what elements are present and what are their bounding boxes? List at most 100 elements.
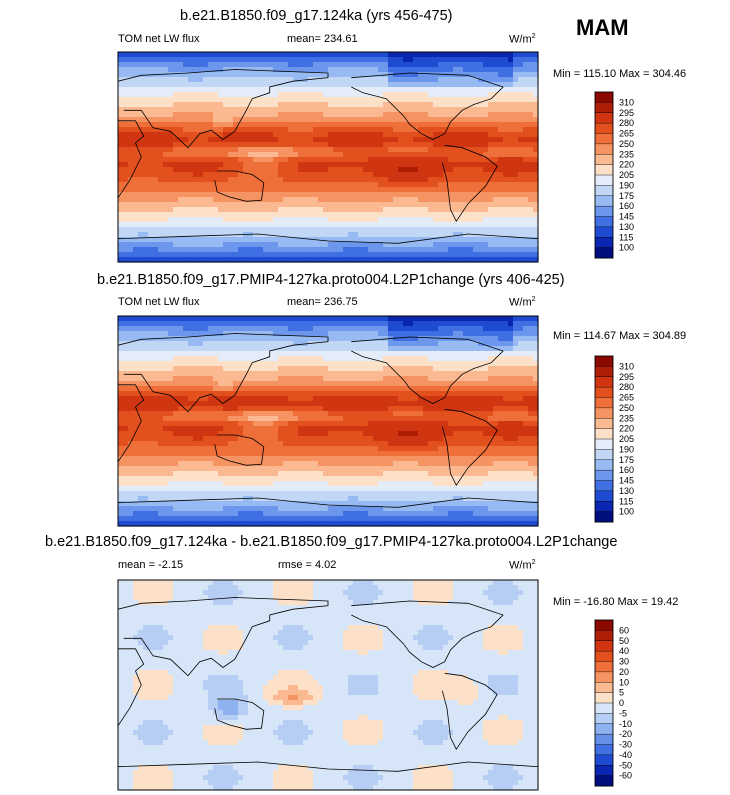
map-cell	[298, 132, 304, 138]
map-cell	[438, 112, 444, 118]
map-cell	[273, 87, 279, 93]
map-cell	[343, 172, 349, 178]
map-cell	[338, 57, 344, 63]
map-cell	[483, 366, 489, 372]
map-cell	[273, 252, 279, 258]
map-cell	[523, 331, 529, 337]
map-cell	[303, 92, 309, 98]
map-cell	[123, 202, 129, 208]
map-cell	[288, 321, 294, 327]
map-cell	[298, 62, 304, 68]
map-cell	[193, 187, 199, 193]
map-cell	[323, 157, 329, 163]
map-cell	[533, 356, 539, 362]
map-cell	[383, 257, 389, 263]
map-cell	[368, 117, 374, 123]
map-cell	[493, 142, 499, 148]
map-cell	[333, 396, 339, 402]
map-cell	[468, 132, 474, 138]
map-cell	[418, 217, 424, 223]
map-cell	[288, 376, 294, 382]
map-cell	[288, 316, 294, 322]
map-cell	[413, 316, 419, 322]
map-cell	[453, 167, 459, 173]
map-cell	[403, 376, 409, 382]
map-cell	[123, 381, 129, 387]
map-cell	[378, 371, 384, 377]
map-cell	[473, 371, 479, 377]
map-cell	[398, 157, 404, 163]
map-cell	[158, 82, 164, 88]
map-cell	[143, 167, 149, 173]
map-cell	[118, 152, 124, 158]
map-cell	[453, 386, 459, 392]
map-cell	[288, 142, 294, 148]
map-cell	[203, 252, 209, 258]
map-cell	[163, 152, 169, 158]
map-cell	[158, 62, 164, 68]
map-cell	[348, 222, 354, 228]
map-cell	[328, 57, 334, 63]
map-cell	[143, 252, 149, 258]
map-cell	[273, 356, 279, 362]
map-cell	[388, 92, 394, 98]
map-cell	[258, 147, 264, 153]
map-cell	[423, 227, 429, 233]
map-cell	[408, 237, 414, 243]
map-cell	[318, 92, 324, 98]
map-cell	[348, 207, 354, 213]
map-cell	[283, 97, 289, 103]
map-cell	[228, 157, 234, 163]
map-cell	[358, 77, 364, 83]
map-cell	[303, 197, 309, 203]
map-cell	[498, 321, 504, 327]
map-cell	[493, 237, 499, 243]
map-cell	[283, 102, 289, 108]
map-cell	[323, 386, 329, 392]
map-cell	[488, 82, 494, 88]
map-cell	[333, 346, 339, 352]
map-cell	[473, 366, 479, 372]
map-cell	[338, 147, 344, 153]
map-cell	[158, 381, 164, 387]
map-cell	[503, 67, 509, 73]
map-cell	[273, 257, 279, 263]
map-cell	[418, 112, 424, 118]
map-cell	[428, 202, 434, 208]
map-cell	[128, 177, 134, 183]
map-cell	[143, 366, 149, 372]
map-cell	[218, 67, 224, 73]
map-cell	[483, 82, 489, 88]
map-cell	[208, 157, 214, 163]
map-cell	[128, 162, 134, 168]
map-cell	[123, 132, 129, 138]
map-cell	[398, 137, 404, 143]
map-cell	[293, 167, 299, 173]
map-cell	[363, 177, 369, 183]
map-cell	[448, 341, 454, 347]
map-cell	[198, 212, 204, 218]
map-cell	[398, 341, 404, 347]
map-cell	[163, 202, 169, 208]
map-cell	[353, 247, 359, 253]
map-cell	[388, 237, 394, 243]
map-cell	[468, 152, 474, 158]
map-cell	[188, 227, 194, 233]
map-cell	[193, 212, 199, 218]
map-cell	[133, 67, 139, 73]
map-cell	[433, 107, 439, 113]
map-cell	[338, 247, 344, 253]
map-cell	[428, 252, 434, 258]
map-cell	[298, 137, 304, 143]
map-cell	[283, 132, 289, 138]
map-cell	[423, 147, 429, 153]
map-cell	[343, 167, 349, 173]
map-cell	[458, 237, 464, 243]
map-cell	[418, 252, 424, 258]
map-cell	[353, 102, 359, 108]
map-cell	[258, 396, 264, 402]
map-cell	[263, 122, 269, 128]
map-cell	[303, 102, 309, 108]
map-cell	[343, 52, 349, 58]
map-cell	[353, 222, 359, 228]
